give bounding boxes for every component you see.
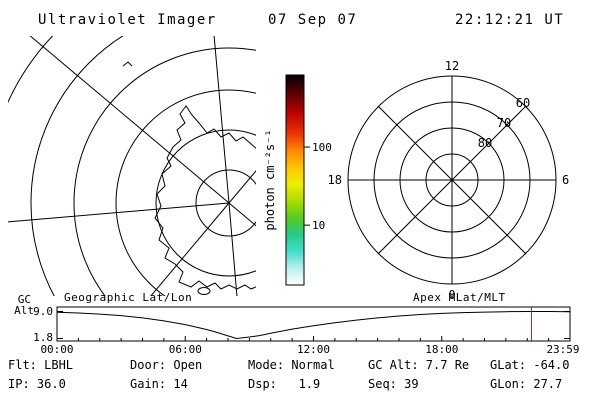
mlt-label-6: 6	[562, 173, 569, 187]
time-readout: 22:12:21 UT	[455, 12, 564, 28]
status-glon: GLon: 27.7	[490, 377, 562, 391]
status-ip: IP: 36.0	[8, 377, 66, 391]
geographic-meridian-lines	[8, 36, 256, 296]
colorbar-gradient	[285, 74, 305, 286]
strip-xtick-6: 06:00	[169, 343, 202, 356]
colorbar: 100 10 photon cm⁻²s⁻¹	[263, 74, 332, 286]
coastline-islet	[122, 61, 133, 67]
altitude-curve	[56, 311, 571, 340]
mlat-label-70: 70	[497, 116, 511, 130]
mlt-label-18: 18	[328, 173, 342, 187]
mlt-label-12: 12	[445, 59, 459, 73]
antarctica-coastline	[154, 105, 256, 290]
strip-ytick-max: 9.0	[33, 305, 53, 318]
status-seq: Seq: 39	[368, 377, 419, 391]
strip-ylabel-line1: GC	[18, 293, 31, 306]
strip-xtick-marks	[56, 336, 571, 341]
colorbar-units-label: photon cm⁻²s⁻¹	[263, 129, 277, 230]
strip-ytick-min: 1.8	[33, 331, 53, 344]
geographic-latitude-rings	[8, 36, 256, 296]
altitude-strip-chart: GC Alt 9.0 1.8 00:00 06:00 12:00 18:00 2…	[14, 293, 579, 356]
colorbar-tick-value: 10	[312, 219, 325, 232]
coastline-island	[197, 287, 211, 295]
colorbar-tick-value: 100	[312, 141, 332, 154]
geographic-panel-label: Geographic Lat/Lon	[64, 291, 192, 304]
mlat-label-60: 60	[516, 96, 530, 110]
status-mode: Mode: Normal	[248, 358, 335, 372]
date-readout: 07 Sep 07	[268, 12, 357, 28]
status-gain: Gain: 14	[130, 377, 188, 391]
strip-xtick-24: 23:59	[546, 343, 579, 356]
geographic-panel	[8, 36, 256, 296]
status-bar: Flt: LBHL Door: Open Mode: Normal GC Alt…	[8, 358, 569, 391]
status-gc-alt: GC Alt: 7.7 Re	[368, 358, 469, 372]
mlt-label-0: 0	[448, 288, 455, 302]
mlat-label-80: 80	[478, 136, 492, 150]
app-title: Ultraviolet Imager	[38, 12, 217, 28]
apex-panel-label: Apex MLat/MLT	[413, 291, 506, 304]
status-door: Door: Open	[130, 358, 202, 372]
status-dsp: Dsp: 1.9	[248, 377, 320, 391]
strip-xtick-18: 18:00	[425, 343, 458, 356]
strip-xtick-0: 00:00	[40, 343, 73, 356]
strip-ytick-marks	[57, 311, 570, 339]
status-glat: GLat: -64.0	[490, 358, 569, 372]
strip-xtick-12: 12:00	[297, 343, 330, 356]
strip-ylabel-line2: Alt	[14, 304, 34, 317]
apex-panel: 12 18 6 0 60 70 80	[328, 59, 570, 302]
status-filter: Flt: LBHL	[8, 358, 73, 372]
mlt-spokes	[348, 76, 556, 284]
colorbar-ticks: 100 10	[304, 141, 332, 232]
